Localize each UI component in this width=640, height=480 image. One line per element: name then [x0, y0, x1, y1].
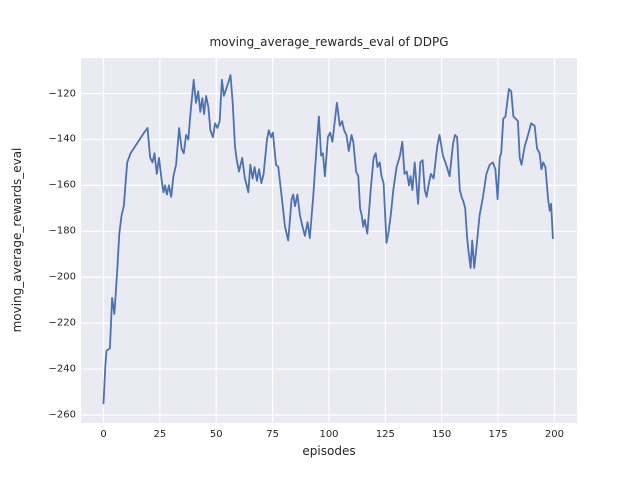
chart-title: moving_average_rewards_eval of DDPG [209, 35, 449, 49]
data-line [102, 74, 554, 405]
y-tick-label-−240: −240 [48, 363, 76, 375]
x-tick-label-200: 200 [544, 429, 564, 440]
y-tick-label-−220: −220 [48, 317, 76, 329]
y-tick-label-−200: −200 [48, 271, 76, 283]
x-tick-label-150: 150 [432, 429, 452, 440]
x-tick-label-75: 75 [266, 429, 279, 440]
y-tick-label-−160: −160 [48, 179, 76, 191]
x-tick-label-25: 25 [153, 429, 167, 440]
x-tick-label-0: 0 [100, 429, 107, 440]
y-tick-label-−120: −120 [48, 88, 76, 100]
y-tick-label-−140: −140 [48, 133, 76, 145]
x-tick-label-175: 175 [488, 429, 508, 440]
y-tick-label-−260: −260 [48, 409, 76, 421]
x-tick-label-125: 125 [375, 429, 395, 440]
x-axis-label: episodes [302, 444, 356, 458]
y-tick-label-−180: −180 [48, 225, 76, 237]
x-tick-label-50: 50 [209, 429, 223, 440]
y-axis-label: moving_average_rewards_eval [10, 147, 24, 333]
x-tick-label-100: 100 [319, 429, 339, 440]
